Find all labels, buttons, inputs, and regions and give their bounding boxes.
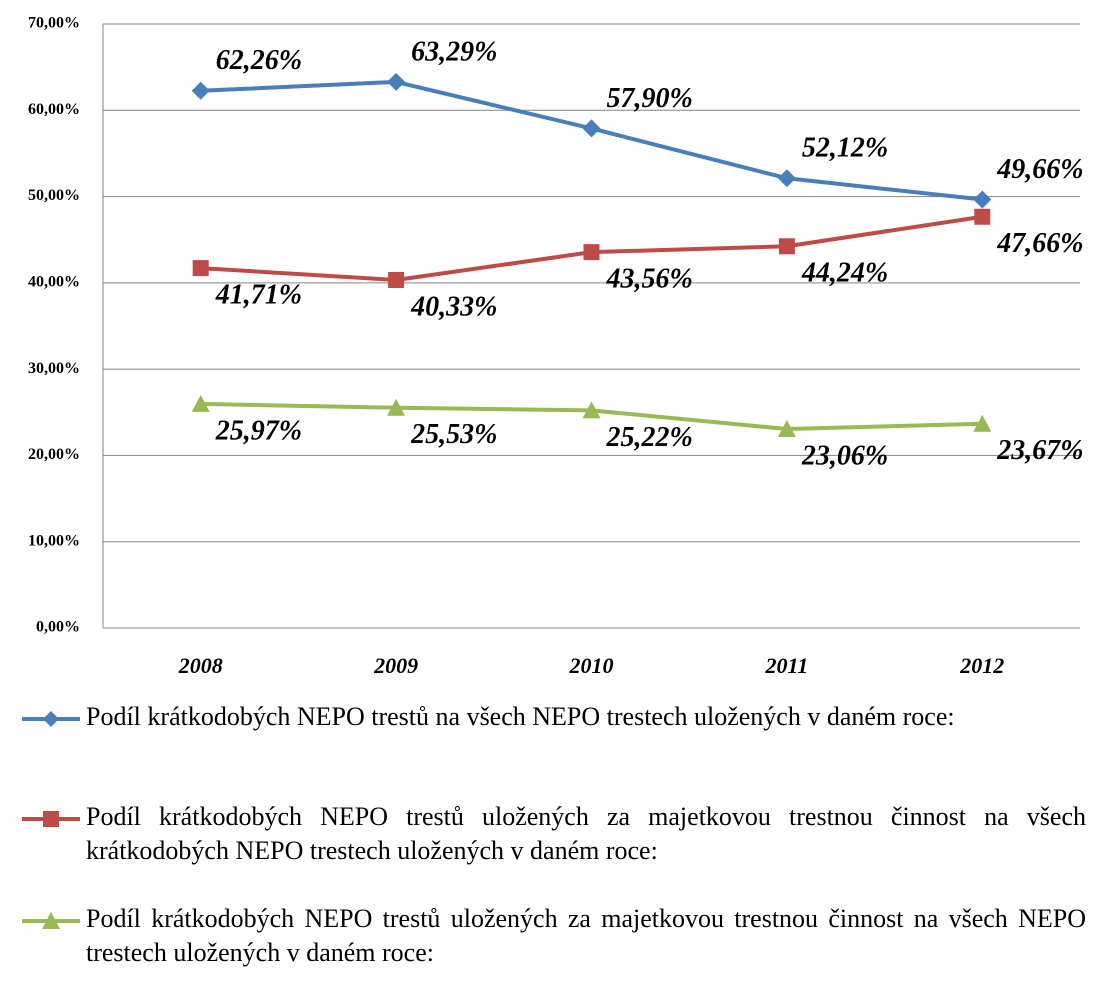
data-label: 25,97% — [215, 415, 302, 446]
x-tick-label: 2012 — [959, 653, 1004, 678]
data-label: 23,67% — [996, 435, 1083, 466]
chart: 0,00% 10,00% 20,00% 30,00% 40,00% 50,00% 60,00… — [28, 15, 1084, 678]
data-label: 63,29% — [411, 36, 497, 67]
y-tick-label: 30,00% — [28, 360, 80, 377]
marker — [43, 811, 59, 827]
marker — [192, 260, 209, 277]
marker — [582, 119, 601, 138]
data-label: 23,06% — [801, 440, 888, 471]
data-label: 49,66% — [996, 154, 1083, 185]
legend-entry: Podíl krátkodobých NEPO trestů uložených… — [20, 800, 1086, 868]
marker — [191, 394, 210, 412]
data-label: 57,90% — [607, 83, 693, 114]
data-label: 44,24% — [801, 258, 888, 289]
y-tick-label: 40,00% — [28, 274, 80, 291]
marker — [582, 401, 601, 419]
marker — [973, 414, 992, 432]
y-tick-label: 70,00% — [28, 15, 80, 32]
legend-label: Podíl krátkodobých NEPO trestů uložených… — [86, 802, 1086, 865]
marker — [387, 398, 406, 416]
y-tick-label: 50,00% — [28, 187, 80, 204]
legend-swatch — [22, 811, 80, 827]
marker — [191, 81, 210, 100]
y-tick-label: 0,00% — [36, 619, 80, 636]
x-tick-label: 2010 — [569, 653, 614, 678]
marker — [43, 711, 59, 727]
legend-label: Podíl krátkodobých NEPO trestů na všech … — [86, 702, 955, 731]
data-label: 40,33% — [410, 291, 497, 322]
marker — [583, 244, 600, 261]
data-label: 47,66% — [996, 228, 1083, 259]
y-tick-label: 20,00% — [28, 446, 80, 463]
x-tick-label: 2008 — [178, 653, 223, 678]
y-tick-label: 10,00% — [28, 532, 80, 549]
legend-label: Podíl krátkodobých NEPO trestů uložených… — [86, 904, 1086, 967]
y-tick-label: 60,00% — [28, 101, 80, 118]
marker — [778, 238, 795, 255]
data-label: 41,71% — [215, 280, 302, 311]
marker — [777, 420, 796, 438]
marker — [777, 169, 796, 188]
marker — [973, 190, 992, 209]
data-label: 43,56% — [606, 264, 693, 295]
legend-entry: Podíl krátkodobých NEPO trestů uložených… — [20, 902, 1086, 970]
legend-swatch — [22, 711, 80, 727]
data-label: 52,12% — [802, 133, 888, 164]
data-label: 25,22% — [606, 422, 693, 453]
marker — [387, 72, 406, 91]
x-tick-label: 2009 — [373, 653, 418, 678]
data-label: 62,26% — [216, 45, 302, 76]
marker — [388, 272, 405, 289]
legend-swatch — [22, 912, 80, 929]
marker — [42, 912, 60, 929]
data-label: 25,53% — [410, 419, 497, 450]
x-tick-label: 2011 — [765, 653, 809, 678]
marker — [974, 208, 991, 225]
legend-entry: Podíl krátkodobých NEPO trestů na všech … — [20, 700, 1086, 734]
